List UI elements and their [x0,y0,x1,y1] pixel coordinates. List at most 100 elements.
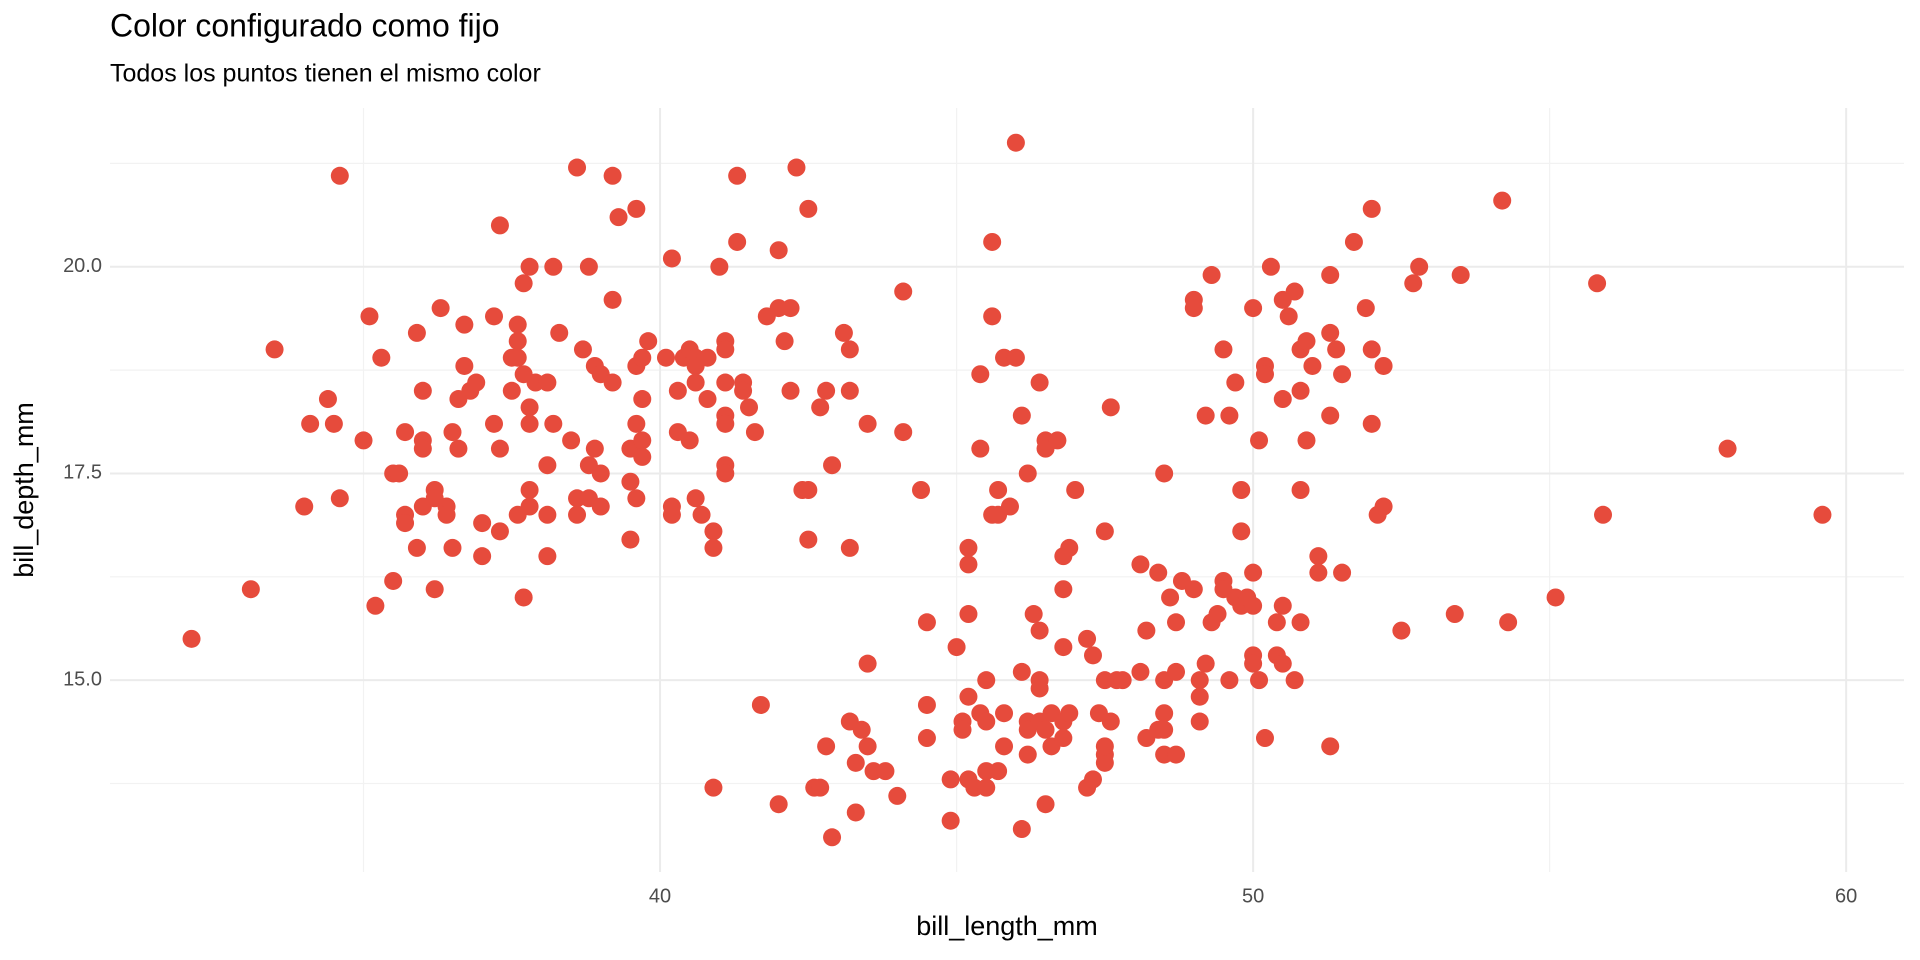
point [1267,613,1286,632]
point [449,439,468,458]
point [627,489,646,508]
point [656,348,675,367]
point [728,166,747,185]
point [1232,481,1251,499]
point [745,423,764,442]
point [407,538,426,557]
point [995,704,1014,723]
point [716,373,735,392]
point [1036,795,1055,814]
point [603,290,622,309]
point [858,737,877,756]
point [396,514,415,533]
point [1321,406,1340,425]
point [544,414,563,433]
point [1030,373,1049,392]
point [1054,580,1073,599]
point [360,307,379,326]
point [1184,580,1203,599]
point [508,332,527,351]
point [1546,588,1565,607]
point [467,373,486,392]
point [621,472,640,491]
point [621,530,640,549]
point [959,538,978,557]
point [1226,373,1245,392]
point [1184,299,1203,318]
point [324,414,343,433]
point [1012,662,1031,681]
point [508,315,527,334]
point [959,555,978,574]
x-tick-label: 60 [1835,885,1857,907]
point [1095,737,1114,756]
point [490,439,509,458]
point [941,770,960,789]
point [989,481,1008,499]
point [704,778,723,797]
point [431,299,450,318]
point [894,282,913,301]
point [443,538,462,557]
point [182,629,201,648]
point [995,737,1014,756]
point [633,390,652,409]
point [983,307,1002,326]
y-tick-label: 20.0 [63,255,102,277]
point [971,365,990,384]
point [680,431,699,450]
point [917,613,936,632]
point [686,489,705,508]
point [1030,621,1049,640]
point [662,249,681,268]
point [1202,266,1221,285]
point [959,687,978,706]
point [1131,555,1150,574]
point [1445,605,1464,624]
point [1244,299,1263,318]
point [1190,712,1209,731]
point [799,199,818,218]
point [538,505,557,524]
point [1036,720,1055,739]
point [585,439,604,458]
point [485,307,504,326]
x-tick-label: 40 [649,885,671,907]
point [1196,406,1215,425]
point [1356,299,1375,318]
point [390,464,409,483]
point [817,381,836,400]
point [502,381,521,400]
point [1024,605,1043,624]
point [751,695,770,714]
point [591,497,610,516]
point [1220,406,1239,425]
point [591,464,610,483]
y-axis-label: bill_depth_mm [9,402,39,578]
point [1066,481,1085,499]
point [1273,390,1292,409]
point [840,340,859,359]
point [372,348,391,367]
point [704,538,723,557]
point [959,605,978,624]
point [1012,406,1031,425]
point [1362,199,1381,218]
point [603,166,622,185]
point [1030,679,1049,698]
point [1255,365,1274,384]
point [846,803,865,822]
point [888,786,907,805]
point [1285,671,1304,690]
point [241,580,260,599]
point [912,481,931,499]
point [384,571,403,590]
y-tick-label: 17.5 [63,462,102,484]
point [1149,563,1168,582]
point [538,456,557,475]
point [520,414,539,433]
point [455,315,474,334]
point [781,381,800,400]
point [823,828,842,847]
point [1285,282,1304,301]
